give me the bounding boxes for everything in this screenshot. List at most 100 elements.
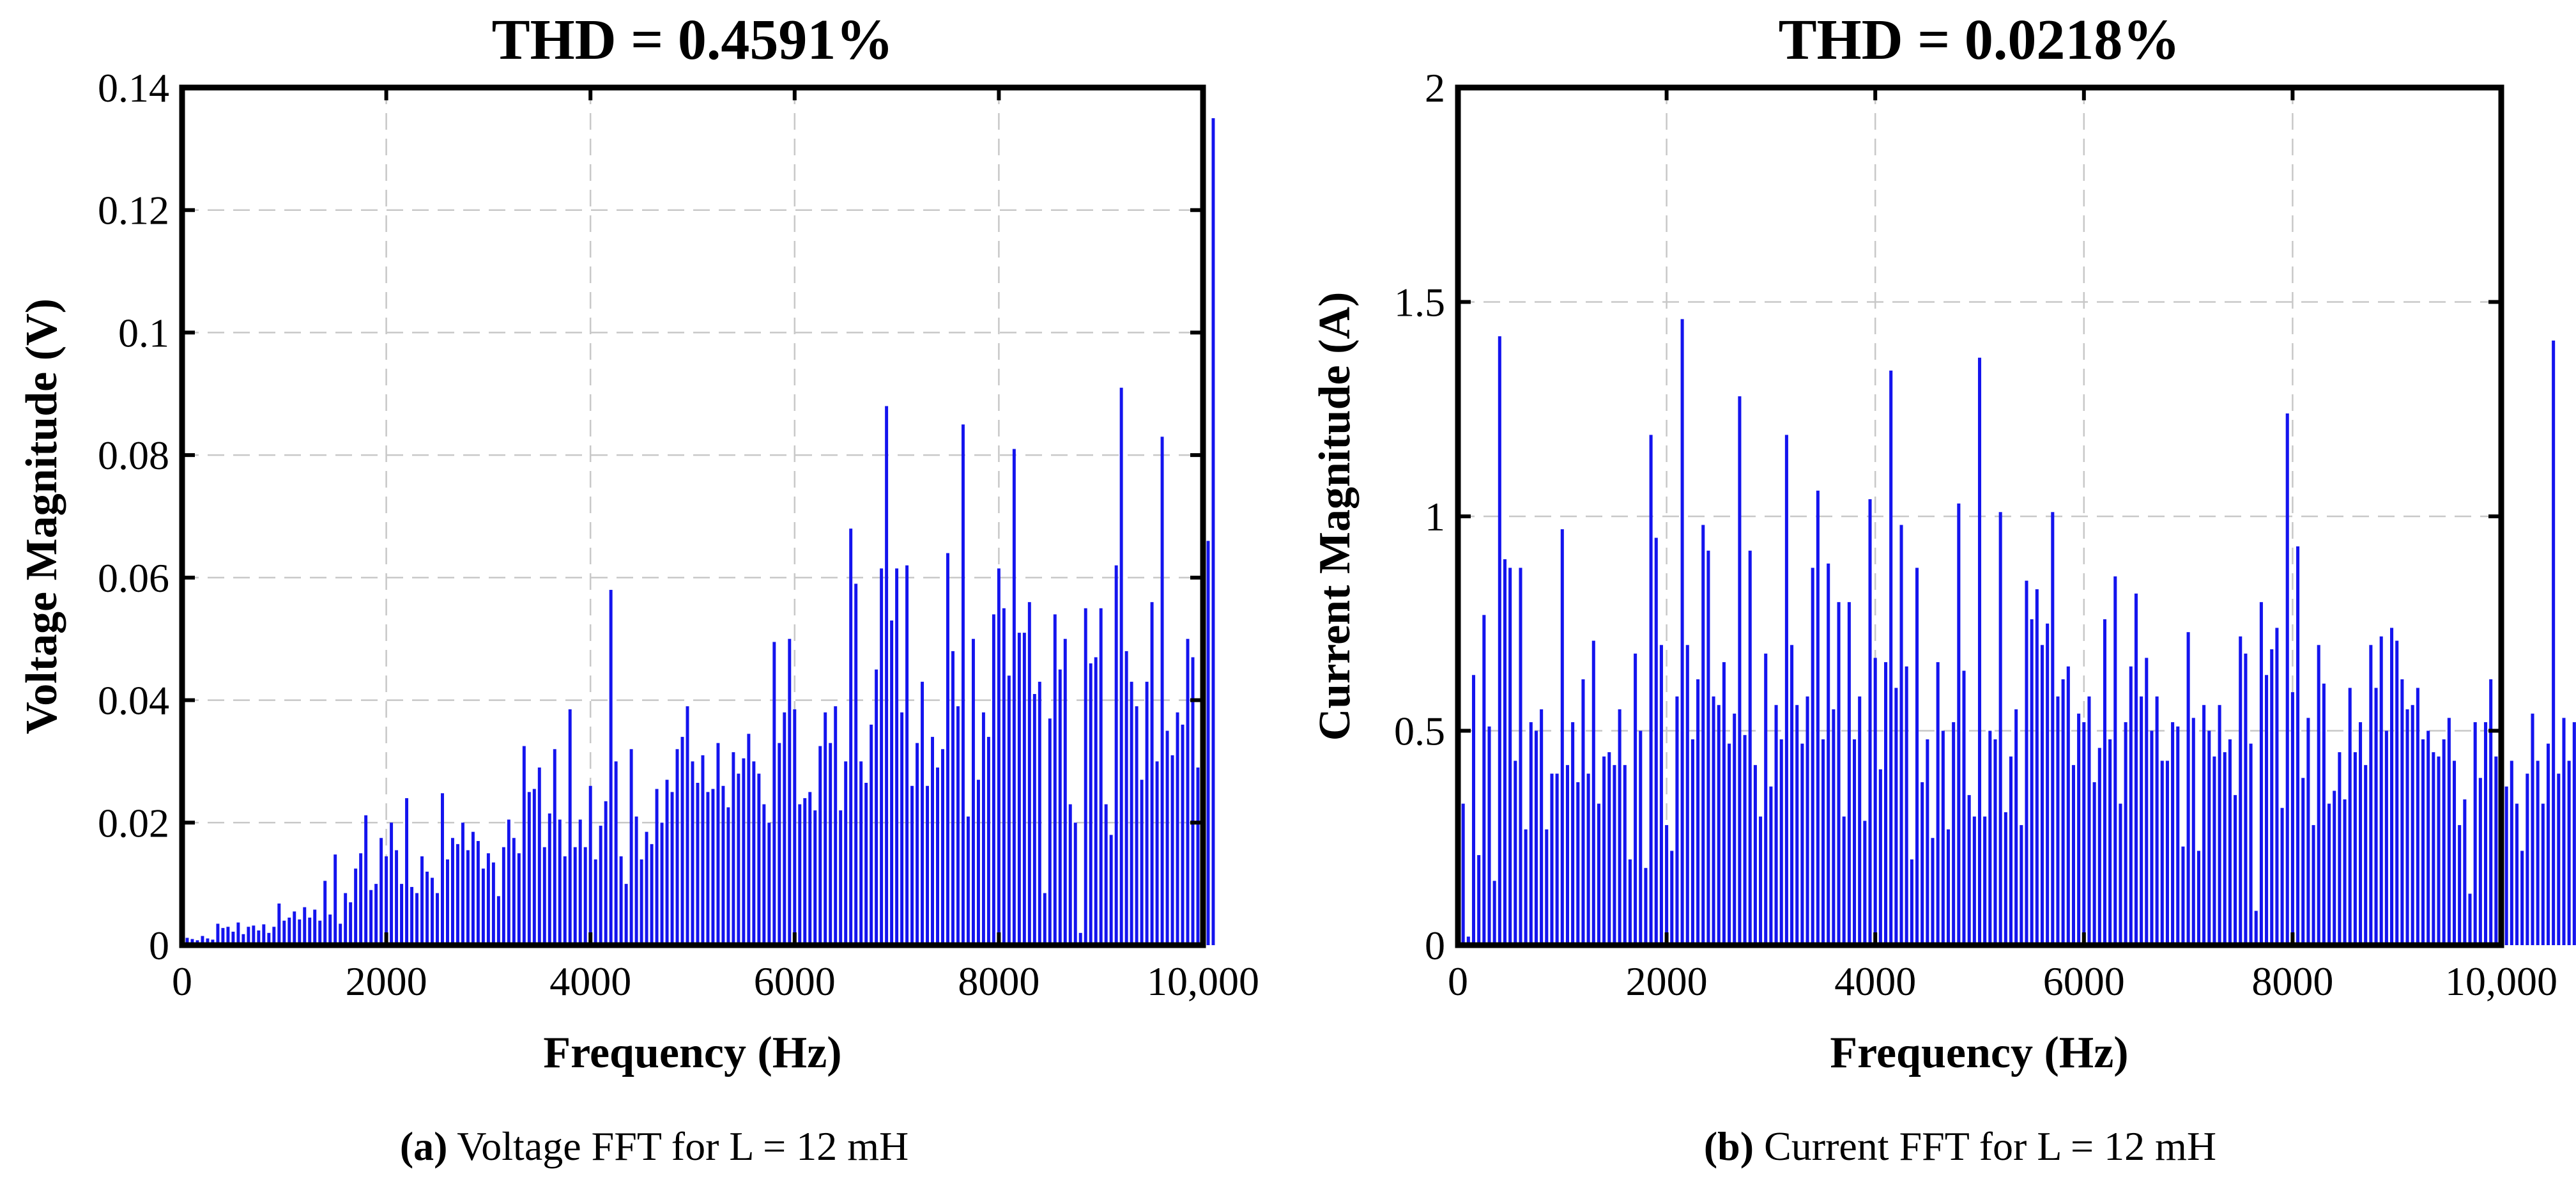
voltage-bar xyxy=(818,746,822,945)
current-bar xyxy=(2374,688,2378,945)
voltage-bar xyxy=(1063,638,1067,945)
current-bar xyxy=(1868,499,1872,945)
voltage-bars xyxy=(185,118,1215,946)
voltage-bar xyxy=(553,749,556,945)
voltage-bar xyxy=(446,859,449,945)
voltage-bar xyxy=(390,822,394,945)
current-bar xyxy=(1461,803,1465,945)
voltage-bar xyxy=(1114,565,1118,945)
voltage-bar xyxy=(461,822,464,945)
current-bar xyxy=(2306,718,2310,945)
voltage-bar xyxy=(747,734,751,945)
current-bar xyxy=(1863,821,1867,945)
voltage-bar xyxy=(885,406,889,945)
current-x-tick-label: 6000 xyxy=(2043,959,2125,1004)
voltage-bar xyxy=(665,780,669,945)
voltage-caption-text: Voltage FFT for L = 12 mH xyxy=(447,1123,908,1169)
current-y-axis-label: Current Magnitude (A) xyxy=(1310,292,1360,741)
voltage-bar xyxy=(859,761,863,945)
voltage-bar xyxy=(706,792,710,945)
current-bar xyxy=(1586,773,1590,945)
current-bar xyxy=(2489,679,2493,945)
voltage-bar xyxy=(976,780,980,945)
voltage-bar xyxy=(609,590,613,945)
current-bar xyxy=(2275,628,2279,945)
current-bar xyxy=(2223,752,2227,945)
current-bar xyxy=(2405,709,2409,945)
current-bar xyxy=(2526,773,2529,945)
current-bar xyxy=(2165,760,2169,945)
current-bar xyxy=(1722,662,1726,945)
current-bar xyxy=(1988,730,1992,945)
current-bar xyxy=(2056,696,2060,945)
current-bar xyxy=(1665,825,1669,945)
current-bar xyxy=(1805,696,1809,945)
voltage-bar xyxy=(1078,932,1082,945)
voltage-bar xyxy=(1155,761,1159,945)
voltage-grid xyxy=(182,88,1203,945)
voltage-bar xyxy=(410,886,414,945)
current-bar xyxy=(1524,829,1528,945)
voltage-bar xyxy=(221,928,225,945)
current-bar xyxy=(2124,722,2128,945)
voltage-bar xyxy=(864,782,868,945)
voltage-bar xyxy=(385,856,388,945)
voltage-bar xyxy=(1032,693,1036,945)
voltage-bar xyxy=(696,782,700,945)
current-bar xyxy=(2359,722,2363,945)
current-bar xyxy=(1675,696,1679,945)
current-bar xyxy=(2510,760,2513,945)
current-bar xyxy=(1634,653,1637,945)
voltage-bar xyxy=(267,932,271,945)
current-bar xyxy=(1837,602,1841,945)
voltage-bar xyxy=(491,862,495,945)
voltage-bar xyxy=(450,838,454,945)
voltage-bar xyxy=(1099,608,1103,945)
voltage-bar xyxy=(716,743,720,945)
current-bar xyxy=(2066,666,2070,945)
voltage-bar xyxy=(328,914,332,945)
current-bar xyxy=(1545,829,1549,945)
current-bar xyxy=(1931,838,1935,945)
current-bar xyxy=(2218,705,2221,945)
current-x-tick-label: 10,000 xyxy=(2445,959,2557,1004)
current-bar xyxy=(1696,679,1700,945)
voltage-y-axis-label: Voltage Magnitude (V) xyxy=(17,298,66,734)
current-x-axis-label: Frequency (Hz) xyxy=(1830,1028,2128,1077)
voltage-caption-label: (a) xyxy=(400,1123,448,1169)
current-bar xyxy=(2171,722,2175,945)
current-bar xyxy=(2254,911,2258,945)
current-bar xyxy=(2014,709,2018,945)
current-bar xyxy=(1685,645,1689,945)
current-plot-frame xyxy=(1455,84,2504,948)
voltage-bar xyxy=(931,737,934,945)
voltage-bar xyxy=(1058,669,1062,945)
current-bar xyxy=(2259,602,2263,945)
voltage-bar xyxy=(1007,675,1011,945)
current-x-tick-label: 0 xyxy=(1448,959,1468,1004)
current-bar xyxy=(1743,735,1747,945)
voltage-bar xyxy=(471,831,475,945)
current-bar xyxy=(1915,567,1919,945)
current-bar xyxy=(1853,739,1857,945)
voltage-bar xyxy=(466,850,470,945)
current-bar xyxy=(2447,718,2451,945)
current-bar xyxy=(2327,803,2331,945)
current-bar xyxy=(1534,730,1538,945)
voltage-x-tick-label: 0 xyxy=(172,959,192,1004)
voltage-bar xyxy=(788,638,792,945)
voltage-bar xyxy=(456,844,459,945)
voltage-bar xyxy=(849,528,853,945)
current-bar xyxy=(2369,645,2373,945)
voltage-bar xyxy=(900,712,904,945)
current-bar xyxy=(2249,743,2253,945)
current-bar xyxy=(2317,645,2320,945)
current-bar xyxy=(1728,743,1731,945)
current-bar xyxy=(1738,396,1742,945)
current-bar xyxy=(1733,713,1736,945)
current-bar xyxy=(2546,743,2550,945)
voltage-bar xyxy=(921,681,924,945)
voltage-bar xyxy=(997,568,1000,945)
current-bar xyxy=(2557,773,2561,945)
voltage-bar xyxy=(951,651,954,945)
